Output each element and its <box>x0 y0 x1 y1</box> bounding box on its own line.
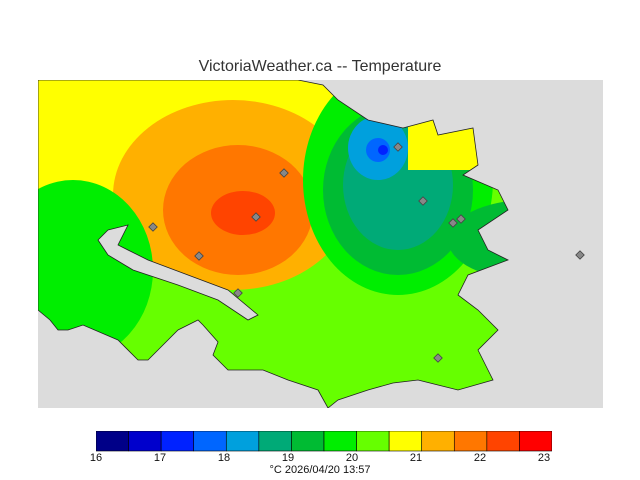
colorbar-swatch <box>193 431 227 452</box>
colorbar-swatch <box>453 431 488 452</box>
colorbar-swatch <box>421 431 455 452</box>
colorbar-swatch <box>258 431 292 452</box>
colorbar-swatch <box>356 431 390 452</box>
station-markers <box>148 142 585 363</box>
colorbar-swatch <box>291 431 325 452</box>
colorbar-swatch <box>388 431 423 452</box>
station-marker[interactable] <box>393 142 403 152</box>
colorbar-swatch <box>323 431 357 452</box>
station-marker[interactable] <box>148 222 158 232</box>
colorbar-swatch <box>96 431 129 452</box>
temperature-map <box>38 80 603 408</box>
colorbar-tick-label: 22 <box>473 452 487 464</box>
colorbar-swatch <box>160 431 195 452</box>
timestamp: 2026/04/20 13:57 <box>284 464 371 476</box>
colorbar <box>96 431 552 452</box>
colorbar-swatch <box>128 431 162 452</box>
colorbar-tick-label: 20 <box>345 452 359 464</box>
footer: °C 2026/04/20 13:57 <box>0 464 640 476</box>
colorbar-swatch <box>519 431 552 452</box>
colorbar-tick-label: 16 <box>89 452 103 464</box>
inlet <box>97 224 259 321</box>
coastline <box>38 80 509 408</box>
colorbar-tick-label: 23 <box>537 452 551 464</box>
station-marker[interactable] <box>251 212 261 222</box>
station-marker[interactable] <box>456 214 466 224</box>
map-title: VictoriaWeather.ca -- Temperature <box>198 58 442 75</box>
unit-label: °C <box>269 464 282 476</box>
colorbar-tick-labels: 16 17 18 19 20 21 22 23 <box>0 452 640 466</box>
station-marker[interactable] <box>418 196 428 206</box>
colorbar-tick-label: 17 <box>153 452 167 464</box>
station-marker[interactable] <box>233 288 243 298</box>
station-marker[interactable] <box>279 168 289 178</box>
colorbar-swatch <box>225 431 260 452</box>
station-marker[interactable] <box>194 251 204 261</box>
colorbar-tick-label: 18 <box>217 452 231 464</box>
station-marker[interactable] <box>448 218 458 228</box>
colorbar-swatch <box>486 431 520 452</box>
colorbar-tick-label: 19 <box>281 452 295 464</box>
colorbar-tick-label: 21 <box>409 452 423 464</box>
station-marker[interactable] <box>433 353 443 363</box>
station-marker[interactable] <box>575 250 585 260</box>
